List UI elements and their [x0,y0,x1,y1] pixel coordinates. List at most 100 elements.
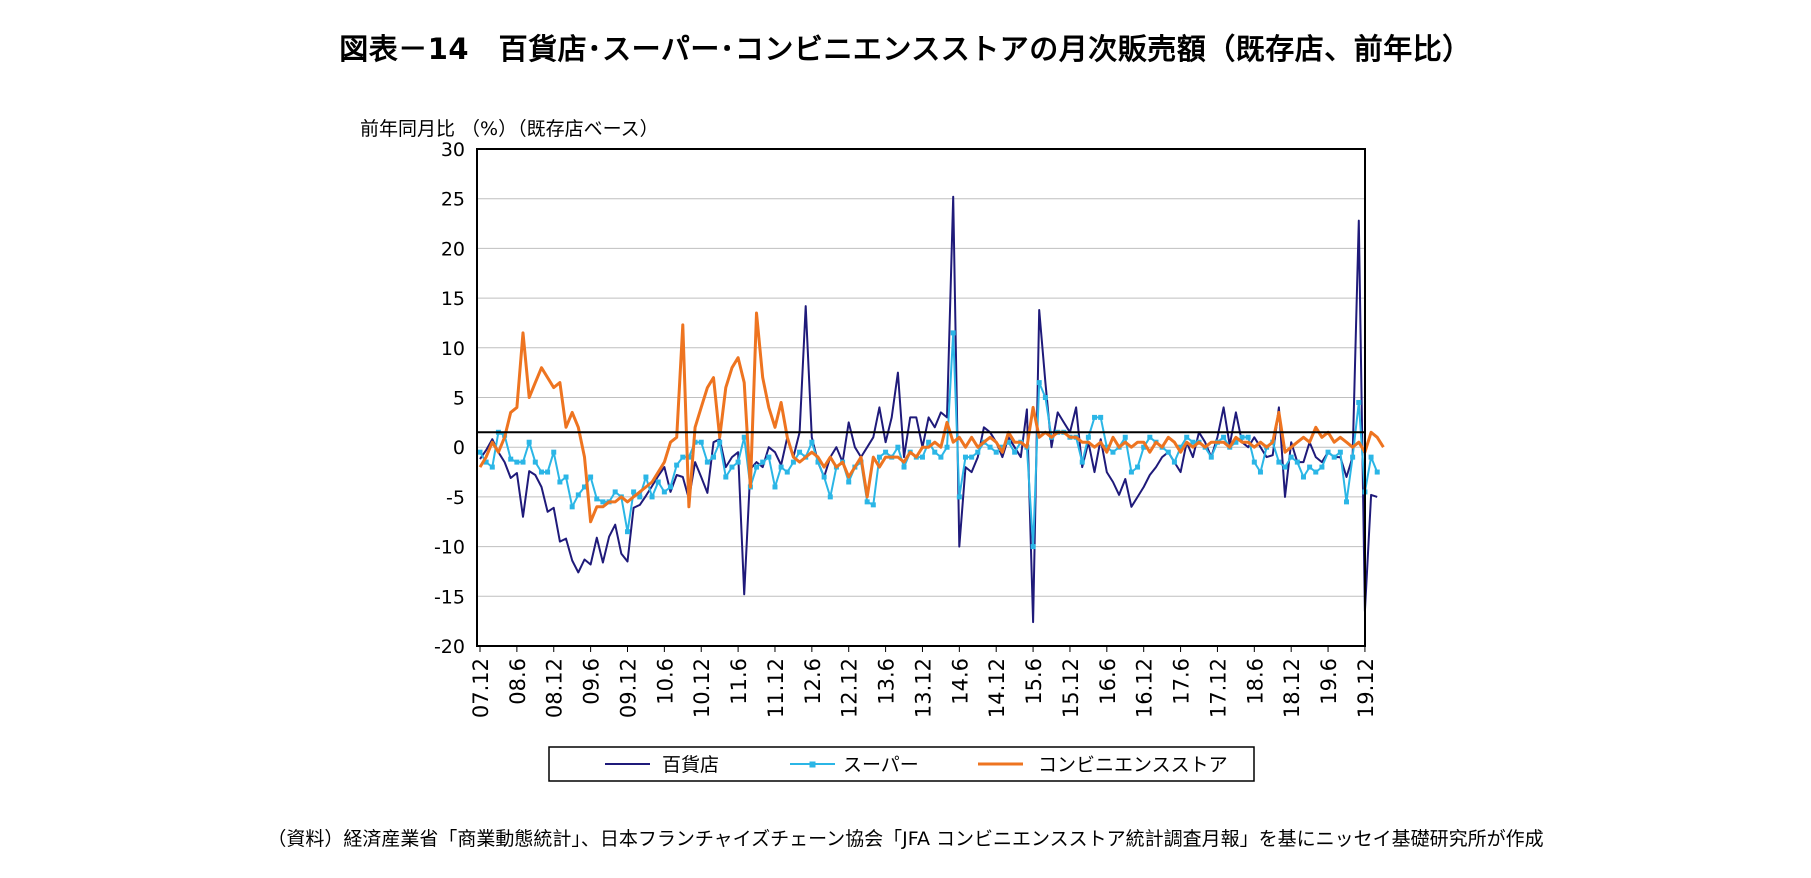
x-tick-label: 12.6 [801,658,825,705]
x-tick-label: 17.12 [1206,658,1230,718]
series-point-2 [1350,454,1356,460]
series-point-2 [711,454,717,460]
series-point-2 [809,439,815,445]
x-tick-labels: 07.12 08.6 08.12 09.6 09.12 10.6 10.12 11.6 11.1… [469,646,1378,718]
series-point-2 [1300,474,1306,480]
legend: 百貨店 スーパー コンビニエンスストア [548,746,1255,782]
series-point-2 [1288,454,1294,460]
series-point-2 [532,459,538,465]
series-point-2 [674,462,680,468]
series-point-2 [1239,434,1245,440]
x-tick-label: 18.6 [1243,658,1267,705]
series-point-2 [1257,469,1263,475]
series-point-2 [717,439,723,445]
series-point-2 [950,330,956,336]
x-tick-label: 19.6 [1317,658,1341,705]
series-point-2 [1251,459,1257,465]
x-tick-label: 18.12 [1280,658,1304,718]
x-tick-label: 10.12 [690,658,714,718]
series-point-2 [778,464,784,470]
series-point-2 [1030,544,1036,550]
series-lines [477,195,1385,624]
series-point-2 [975,449,981,455]
series-point-2 [760,459,766,465]
series-point-2 [1110,449,1116,455]
series-point-2 [821,474,827,480]
series-point-2 [876,454,882,460]
series-line-3 [478,311,1385,524]
series-point-2 [538,469,544,475]
series-point-2 [729,464,735,470]
x-tick-label: 16.12 [1133,658,1157,718]
series-point-2 [1085,434,1091,440]
figure-title: 図表－14 百貨店･スーパー･コンビニエンスストアの月次販売額（既存店、前年比） [339,32,1472,66]
series-point-2 [956,494,962,500]
series-point-2 [883,449,889,455]
series-point-2 [668,484,674,490]
series-point-2 [969,454,975,460]
series-point-2 [919,454,925,460]
series-point-2 [1208,454,1214,460]
series-point-2 [797,449,803,455]
series-point-2 [1042,395,1048,400]
y-tick-label: -10 [434,537,465,559]
series-point-2 [643,474,649,480]
x-tick-label: 17.6 [1170,658,1194,705]
y-tick-labels: -20 -15 -10 -5 0 5 10 15 20 25 30 [434,139,465,658]
series-point-2 [637,494,643,500]
series-point-2 [1294,459,1300,465]
series-point-2 [477,449,483,455]
series-point-2 [1092,414,1098,420]
legend-label: スーパー [843,754,919,776]
series-point-2 [1343,499,1349,505]
series-point-2 [1178,444,1184,450]
x-tick-label: 11.12 [764,658,788,718]
series-point-2 [661,489,667,495]
series-point-2 [1190,439,1196,445]
series-point-2 [520,459,526,465]
y-tick-label: -15 [434,586,465,608]
y-tick-label: 10 [441,338,465,360]
legend-label: 百貨店 [662,754,719,776]
y-tick-label: -20 [434,636,465,658]
series-point-2 [827,494,833,500]
series-point-2 [581,484,587,490]
series-point-2 [1221,434,1227,440]
series-point-2 [993,449,999,455]
series-point-2 [1079,459,1085,465]
series-point-2 [766,454,772,460]
series-point-2 [1098,414,1104,420]
series-point-2 [588,474,594,480]
series-point-2 [784,469,790,475]
series-point-2 [655,479,661,485]
x-tick-label: 19.12 [1354,658,1378,718]
series-point-2 [680,454,686,460]
series-point-2 [895,444,901,450]
series-point-2 [1319,464,1325,470]
series-point-2 [741,434,747,440]
y-tick-label: 0 [453,437,465,459]
series-point-2 [489,464,495,470]
series-point-2 [526,439,532,445]
series-point-2 [1104,444,1110,450]
series-point-2 [1135,464,1141,470]
series-point-2 [1036,380,1042,386]
series-point-2 [1331,454,1337,460]
series-point-2 [999,444,1005,450]
series-point-2 [926,439,932,445]
legend-label: コンビニエンスストア [1038,754,1228,776]
series-point-2 [1147,434,1153,440]
series-point-2 [962,454,968,460]
plot-frame [476,148,1366,647]
series-point-2 [1356,399,1362,405]
y-tick-label: 30 [441,139,465,161]
series-point-2 [1165,449,1171,455]
series-point-2 [594,496,600,502]
x-tick-label: 16.6 [1096,658,1120,705]
x-tick-label: 08.12 [543,658,567,718]
series-point-2 [1171,459,1177,465]
legend-frame [548,746,1255,782]
x-tick-label: 15.6 [1022,658,1046,705]
series-point-2 [569,504,575,510]
series-point-2 [1368,454,1374,460]
